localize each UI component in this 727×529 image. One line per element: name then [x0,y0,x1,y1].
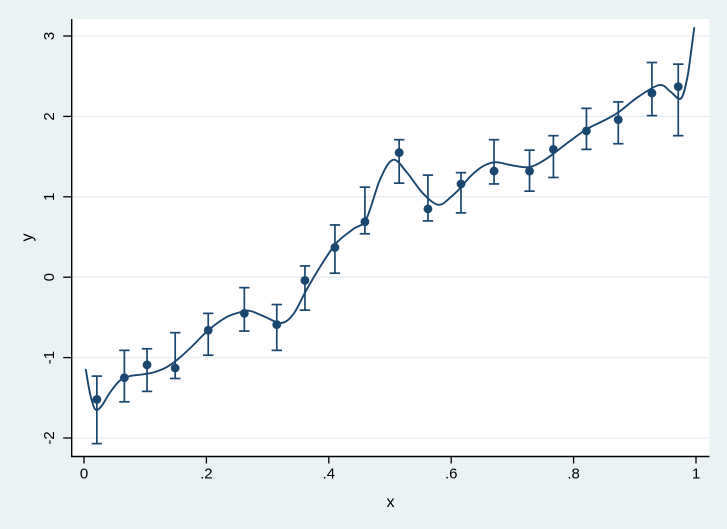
y-tick-label: 1 [41,193,58,201]
data-point-marker [394,148,404,157]
x-tick-label: .4 [323,466,336,483]
data-point-marker [423,204,433,214]
data-point-marker [613,115,623,125]
y-tick-label: -2 [41,431,58,444]
x-tick-label: .2 [200,466,213,483]
data-point-marker [360,217,370,227]
y-axis-title: y [19,234,36,242]
gridlines-group [71,35,710,439]
x-axis-title: x [387,494,395,511]
x-tick-label: 1 [692,466,700,483]
plot-area [71,19,710,457]
data-point-marker [647,88,657,98]
fit-line-group [84,27,696,411]
data-point-marker [330,243,340,252]
x-tick-label: .8 [567,466,580,483]
axes-group [63,19,710,464]
data-point-marker [673,82,683,92]
y-tick-label: 2 [41,112,58,120]
data-point-marker [582,126,591,136]
x-tick-label: .6 [445,466,458,483]
data-point-marker [170,363,180,373]
y-tick-label: 3 [41,32,58,40]
data-point-marker [300,276,310,285]
y-tick-label: 0 [41,273,58,281]
data-point-marker [92,395,102,404]
data-point-marker [203,325,213,335]
y-tick-label: -1 [41,351,58,364]
data-point-marker [489,166,499,176]
tick-labels-group: -2 -1 0 1 2 3 0 .2 .4 .6 .8 1 [41,32,700,483]
data-point-marker [272,320,282,330]
data-point-marker [239,308,249,318]
data-point-marker [142,360,152,370]
data-point-marker [456,179,466,189]
x-tick-label: 0 [80,466,88,483]
data-point-marker [525,166,534,176]
data-point-marker [549,144,558,154]
markers-group [92,82,683,404]
data-point-marker [119,373,129,383]
fit-line [84,27,696,411]
